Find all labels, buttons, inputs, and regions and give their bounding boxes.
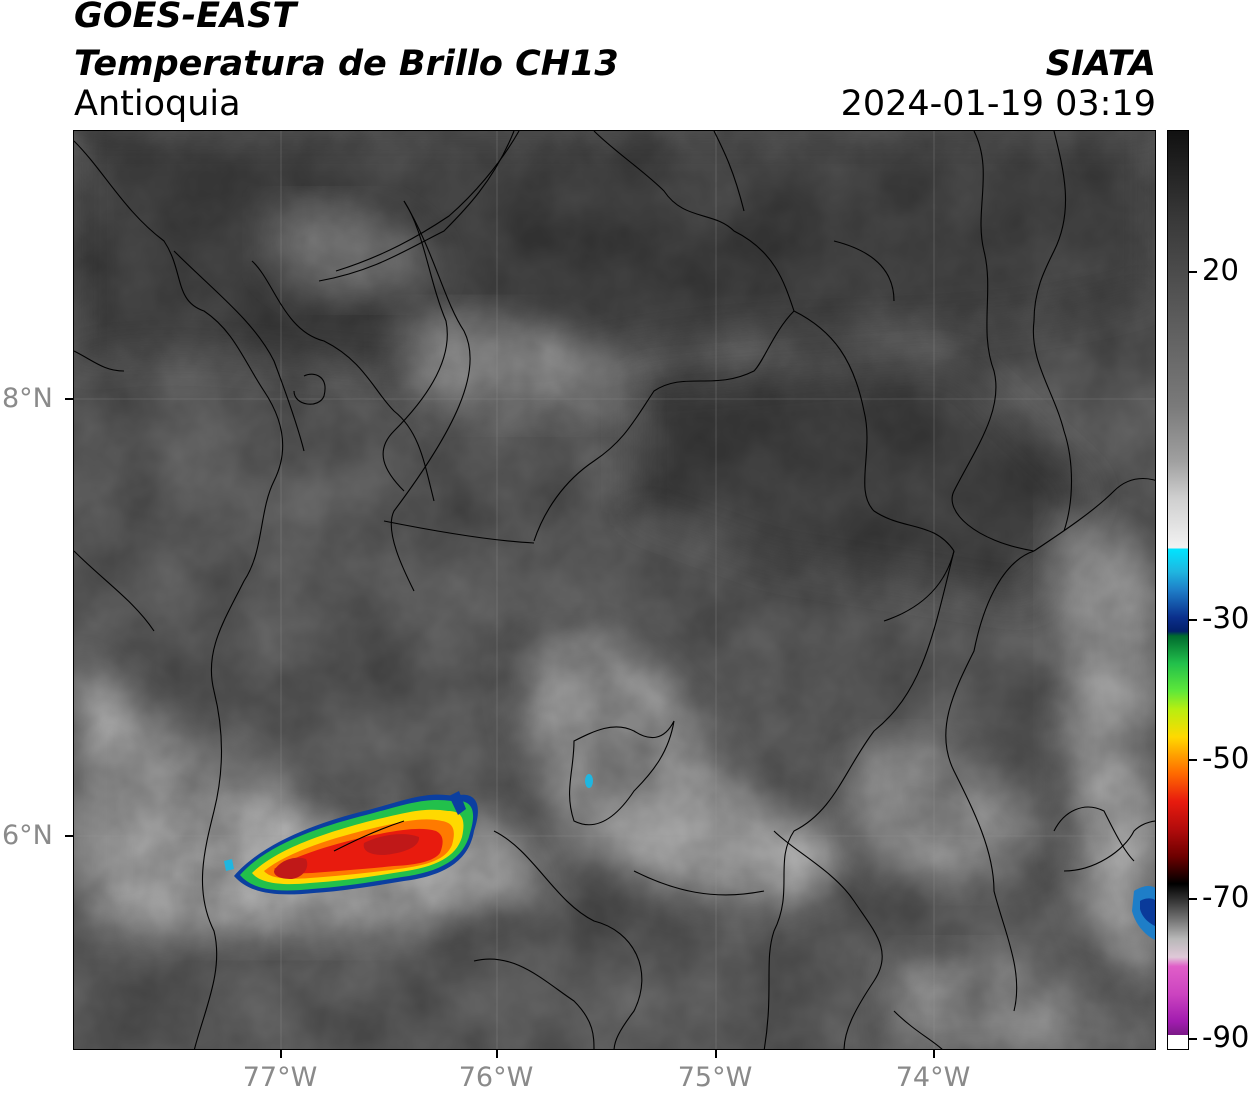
- lon-tick-76w: [496, 1050, 498, 1058]
- colorbar-label-minus90: -90: [1202, 1020, 1250, 1054]
- brightness-temperature-map: [73, 130, 1156, 1050]
- graticule: [74, 131, 1155, 1049]
- colorbar-tick-minus50: [1189, 759, 1197, 761]
- organization-label: SIATA: [1045, 44, 1156, 84]
- colorbar-tick-minus70: [1189, 898, 1197, 900]
- boundary-lines: [74, 131, 1155, 1049]
- colorbar-tick-minus30: [1189, 619, 1197, 621]
- lat-tick-8n: [65, 398, 73, 400]
- colorbar-label-minus70: -70: [1202, 880, 1250, 914]
- colorbar-label-20: 20: [1202, 253, 1239, 287]
- lat-label-8n: 8°N: [2, 383, 53, 414]
- colorbar: [1167, 130, 1189, 1050]
- lat-tick-6n: [65, 835, 73, 837]
- lon-tick-77w: [280, 1050, 282, 1058]
- lon-tick-74w: [933, 1050, 935, 1058]
- convective-storm: [224, 774, 1155, 940]
- lat-label-6n: 6°N: [2, 820, 53, 851]
- map-canvas: [74, 131, 1155, 1049]
- colorbar-tick-20: [1189, 271, 1197, 273]
- colorbar-tick-minus90: [1189, 1038, 1197, 1040]
- colorbar-label-minus50: -50: [1202, 741, 1250, 775]
- satellite-title: GOES-EAST: [74, 0, 297, 36]
- colorbar-label-minus30: -30: [1202, 601, 1250, 635]
- lon-label-74w: 74°W: [895, 1062, 971, 1093]
- lon-label-76w: 76°W: [458, 1062, 534, 1093]
- cloud-texture: [74, 131, 1155, 1049]
- lon-tick-75w: [715, 1050, 717, 1058]
- timestamp-label: 2024-01-19 03:19: [840, 84, 1156, 124]
- region-label: Antioquia: [74, 84, 241, 124]
- lon-label-75w: 75°W: [677, 1062, 753, 1093]
- lon-label-77w: 77°W: [242, 1062, 318, 1093]
- product-title: Temperatura de Brillo CH13: [74, 44, 619, 84]
